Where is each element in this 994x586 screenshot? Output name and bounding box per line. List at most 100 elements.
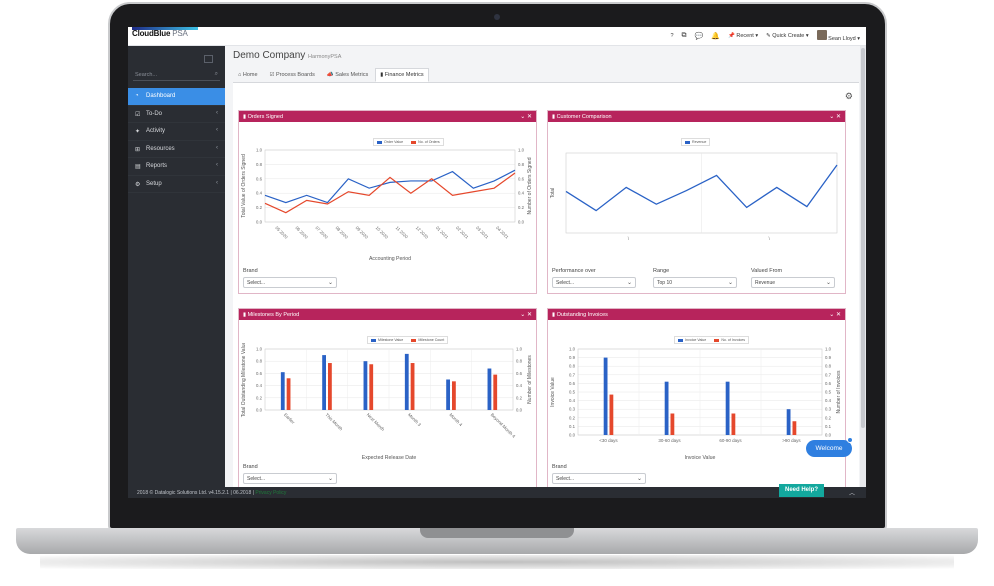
bar [322,355,326,410]
page-title: Demo Company HarmonyPSA [233,50,341,61]
tab-label: Home [242,72,258,78]
widget-milestones: ▮ Milestones By Period ⌄ ✕ Milestone Val… [238,308,537,488]
widget-orders-signed: ▮ Orders Signed ⌄ ✕ Order Value No. of O… [238,110,537,294]
chevron-up-icon[interactable]: ︿ [849,491,856,497]
y2-tick-label: 0.6 [825,381,832,386]
chart-legend: Order Value No. of Orders [373,138,444,146]
tab-process-boards[interactable]: ☑ Process Boards [265,68,320,82]
valued-from-select[interactable]: Revenue ⌄ [751,277,835,288]
brand-select[interactable]: Select... ⌄ [243,473,337,484]
brand-select[interactable]: Select... ⌄ [243,277,337,288]
menu-toggle-icon[interactable] [204,55,213,63]
user-menu[interactable]: Sean Lloyd ▾ [816,30,860,42]
tab-home[interactable]: ⌂ Home [233,68,263,82]
help-icon[interactable]: ? [670,33,674,39]
search-input[interactable]: Search... ⌕ [133,69,220,81]
y2-tick-label: 0.5 [825,390,832,395]
y-tick-label: 0.4 [256,383,263,388]
chevron-down-icon[interactable]: ⌄ [829,114,835,120]
copy-icon[interactable]: ⧉ [681,32,687,39]
chevron-down-icon[interactable]: ⌄ [520,312,526,318]
legend-label: No. of Orders [418,140,440,144]
sidebar-item-reports[interactable]: ▤ Reports ‹ [128,158,225,176]
bell-icon[interactable]: 🔔 [711,33,720,40]
chevron-down-icon[interactable]: ⌄ [829,312,835,318]
activity-icon: ✦ [135,129,141,135]
y2-tick-label: 0.4 [518,191,525,196]
legend-label: No. of Invoices [721,338,746,342]
search-icon[interactable]: ⌕ [214,71,218,77]
widget-outstanding-invoices: ▮ Outstanding Invoices ⌄ ✕ Invoice Value… [547,308,846,488]
sidebar-item-todo[interactable]: ☑ To-Do ‹ [128,106,225,123]
y-tick-label: 0.9 [569,355,576,360]
welcome-chat-button[interactable]: Welcome [806,437,853,457]
x-tick-label: 06 2020 [294,225,309,240]
performance-select[interactable]: Select... ⌄ [552,277,636,288]
close-icon[interactable]: ✕ [835,114,841,120]
close-icon[interactable]: ✕ [526,114,532,120]
range-select[interactable]: Top 10 ⌄ [653,277,737,288]
y-tick-label: 0.4 [256,191,263,196]
bar [786,409,791,435]
legend-item[interactable]: No. of Orders [411,140,440,144]
close-icon[interactable]: ✕ [835,312,841,318]
dashboard-panel: ⚙ ▮ Orders Signed ⌄ ✕ Order Value No. of… [233,82,859,488]
gear-icon[interactable]: ⚙ [844,91,853,101]
book-icon: ▮ [552,114,556,120]
widget-title: Milestones By Period [247,312,300,318]
y-tick-label: 0.1 [569,424,576,429]
legend-item[interactable]: Order Value [377,140,403,144]
legend-item[interactable]: No. of Invoices [714,338,745,342]
tab-sales-metrics[interactable]: 📣 Sales Metrics [322,68,373,82]
legend-swatch [371,338,376,342]
privacy-link[interactable]: Privacy Policy [255,490,287,496]
widget-controls: ⌄ ✕ [829,311,841,318]
user-name: Sean Lloyd [828,36,856,42]
y-axis-title: Invoice Value [550,377,556,407]
x-tick-label: >90 days [782,438,801,443]
app-logo[interactable]: CloudBlue PSA [132,27,198,38]
chevron-down-icon: ⌄ [636,476,642,482]
avatar [816,30,827,40]
scrollbar-thumb[interactable] [861,48,865,428]
close-icon[interactable]: ✕ [526,312,532,318]
performance-filter-label: Performance over [552,268,596,274]
legend-item[interactable]: Milestone Value [371,338,403,342]
widget-controls: ⌄ ✕ [520,311,532,318]
megaphone-icon: 📣 [326,72,334,78]
legend-item[interactable]: Revenue [685,140,706,144]
valued-from-filter-label: Valued From [751,268,783,274]
y2-tick-label: 0.8 [516,359,523,364]
quick-create-menu[interactable]: ✎ Quick Create ▾ [766,33,809,39]
brand-select[interactable]: Select... ⌄ [552,473,646,484]
select-value: Select... [247,476,266,482]
bar [670,413,675,435]
chat-icon[interactable]: 💬 [694,33,704,40]
y2-tick-label: 0.8 [518,162,525,167]
chevron-down-icon: ⌄ [727,280,733,286]
topbar-actions: ? ⧉ 💬 🔔 📌 Recent ▾ ✎ Quick Create ▾ Sean… [670,30,860,42]
sidebar-item-activity[interactable]: ✦ Activity ‹ [128,123,225,141]
sidebar-item-setup[interactable]: ⚙ Setup ‹ [128,176,225,193]
x-axis-title: Invoice Value [685,455,716,461]
legend-item[interactable]: Milestone Count [411,338,444,342]
sidebar: Search... ⌕ ◔ Dashboard ☑ To-Do ‹ ✦ Acti… [128,46,225,487]
todo-icon: ☑ [135,111,141,118]
y2-tick-label: 0.1 [825,424,832,429]
sidebar-item-resources[interactable]: ⊞ Resources ‹ [128,141,225,158]
y2-axis-title: Number of Milestones [527,355,533,404]
chevron-down-icon[interactable]: ⌄ [520,114,526,120]
x-tick-label: 03 2021 [475,225,490,240]
need-help-button[interactable]: Need Help? [779,484,824,497]
chevron-left-icon: ‹ [216,127,218,133]
page-scrollbar[interactable] [860,46,866,487]
y2-tick-label: 0.8 [825,364,832,369]
bar [603,357,608,435]
legend-item[interactable]: Invoice Value [678,338,706,342]
bar [725,381,730,435]
recent-menu[interactable]: 📌 Recent ▾ [727,33,759,39]
tab-finance-metrics[interactable]: ▮ Finance Metrics [375,68,429,82]
sidebar-item-dashboard[interactable]: ◔ Dashboard [128,88,225,106]
y2-tick-label: 0.0 [518,220,525,225]
select-value: Select... [556,280,575,286]
